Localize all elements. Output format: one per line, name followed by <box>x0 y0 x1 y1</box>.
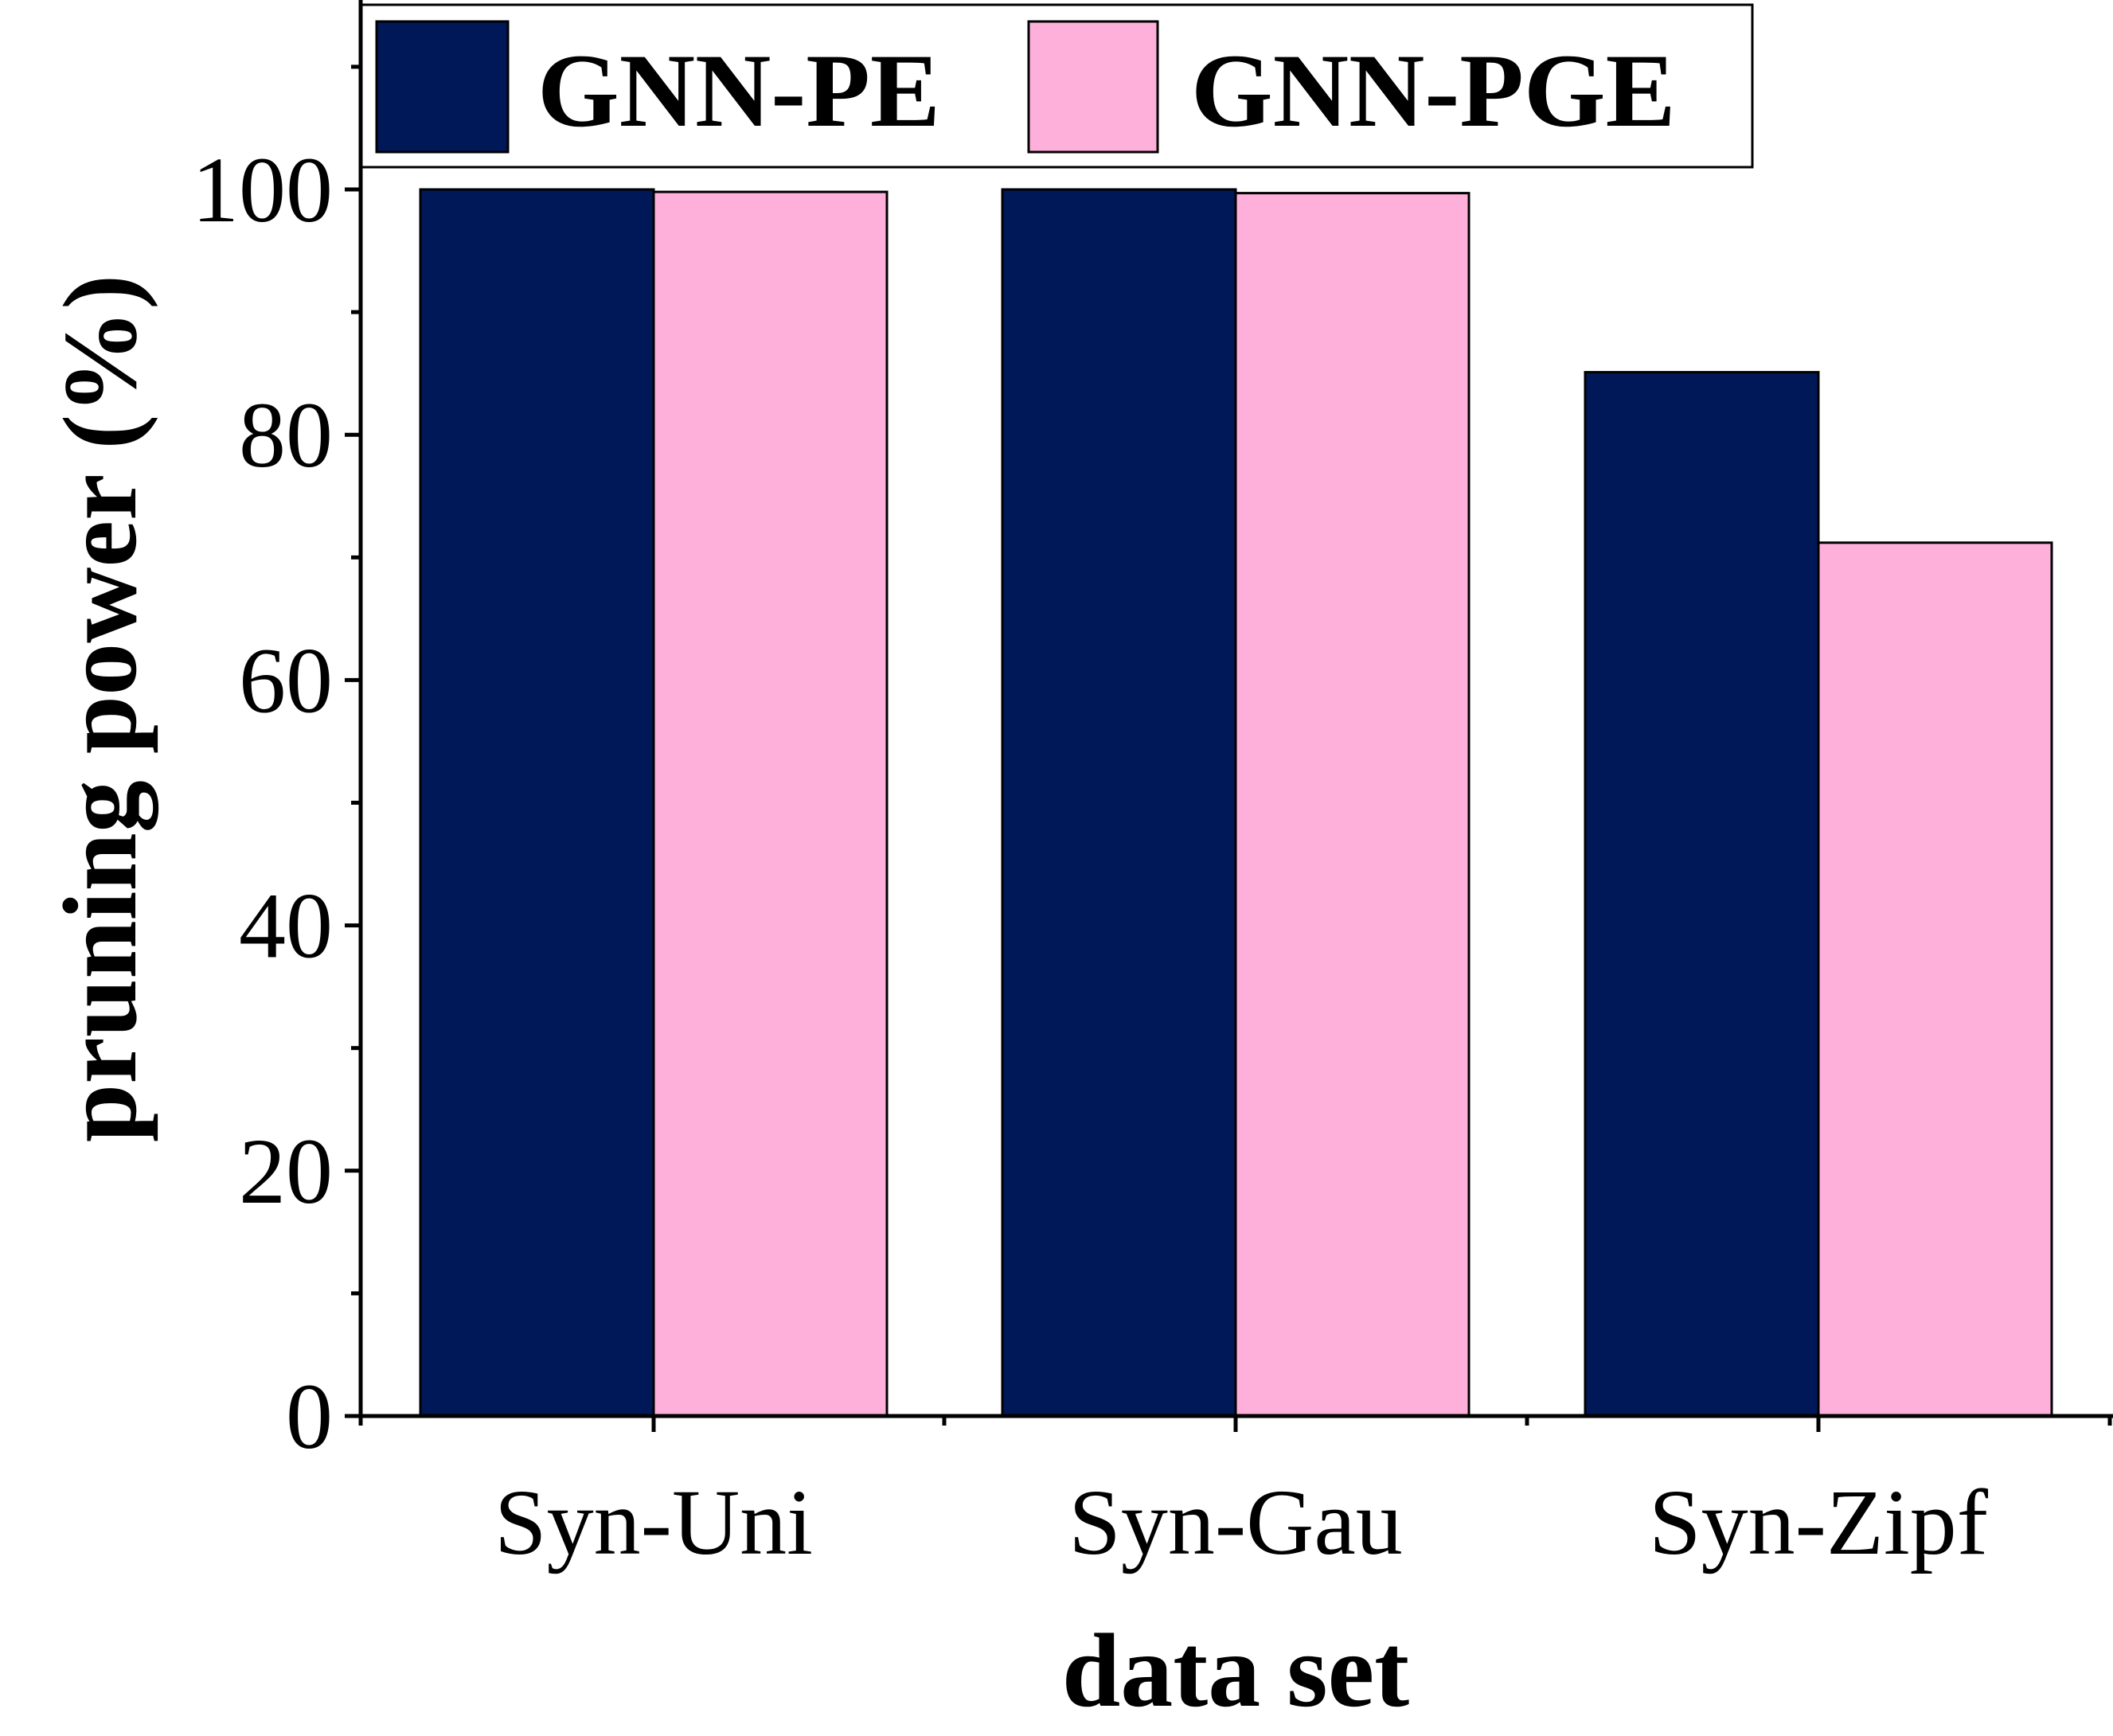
y-tick-label: 80 <box>239 383 333 487</box>
bar-gnn-pge-syn-gau <box>1234 192 1471 1418</box>
legend-label-gnn-pe: GNN-PE <box>537 32 940 149</box>
legend-label-gnn-pge: GNN-PGE <box>1191 32 1676 149</box>
bar-gnn-pge-syn-uni <box>652 190 889 1418</box>
legend: GNN-PE GNN-PGE <box>359 3 1754 169</box>
bar-gnn-pe-syn-gau <box>1001 188 1237 1418</box>
legend-swatch-gnn-pge <box>1027 20 1159 154</box>
bar-gnn-pe-syn-uni <box>419 188 655 1418</box>
y-axis-title: pruning power (%) <box>41 275 158 1142</box>
x-ticks-group: Syn-Uni Syn-Gau Syn-Zipf <box>358 1416 2112 1574</box>
y-ticks-group: 0 20 40 60 80 100 <box>192 64 361 1469</box>
y-tick-label: 0 <box>286 1364 333 1469</box>
x-category-label: Syn-Gau <box>1068 1470 1403 1574</box>
bar-gnn-pge-syn-zipf <box>1817 541 2053 1418</box>
y-tick-label: 100 <box>192 138 333 242</box>
x-category-label: Syn-Zipf <box>1649 1470 1989 1574</box>
y-tick-label: 40 <box>239 874 333 978</box>
y-tick-label: 20 <box>239 1119 333 1223</box>
bar-gnn-pe-syn-zipf <box>1584 371 1820 1418</box>
y-tick-label: 60 <box>239 628 333 732</box>
x-axis-title: data set <box>1062 1612 1409 1729</box>
legend-swatch-gnn-pe <box>375 20 510 154</box>
bars-group <box>419 188 2053 1418</box>
x-category-label: Syn-Uni <box>494 1470 813 1574</box>
